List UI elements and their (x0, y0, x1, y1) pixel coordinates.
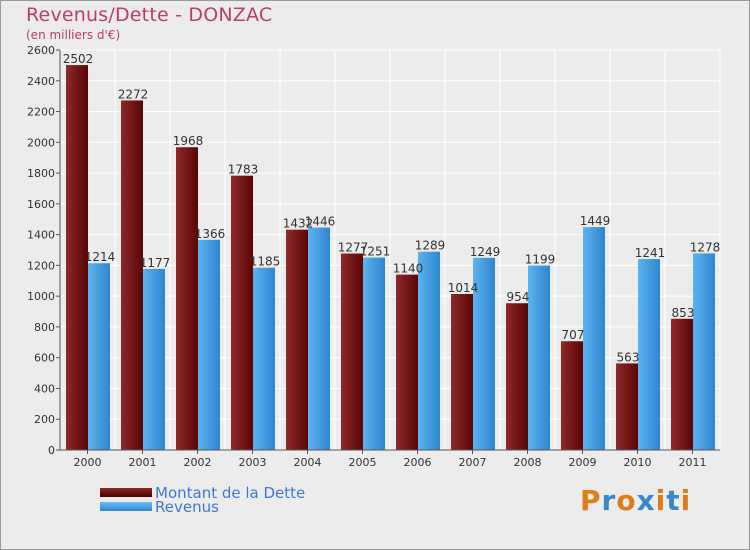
bar-revenus (253, 267, 275, 450)
logo-letter: r (601, 484, 617, 517)
x-tick-label: 2009 (569, 456, 597, 469)
data-label-revenus: 1214 (85, 250, 116, 264)
bar-debt (176, 147, 198, 450)
bar-debt (231, 175, 253, 450)
data-label-revenus: 1446 (305, 215, 336, 229)
x-tick-label: 2004 (294, 456, 322, 469)
logo-letter: i (655, 484, 667, 517)
x-tick-label: 2001 (129, 456, 157, 469)
y-tick-label: 400 (34, 382, 55, 395)
data-label-debt: 1783 (228, 163, 259, 177)
data-label-revenus: 1289 (415, 239, 446, 253)
data-label-revenus: 1251 (360, 245, 391, 259)
logo-letter: t (666, 484, 681, 517)
bar-revenus (638, 259, 660, 450)
bar-debt (671, 318, 693, 450)
x-tick-label: 2006 (404, 456, 432, 469)
x-tick-label: 2008 (514, 456, 542, 469)
x-tick-label: 2005 (349, 456, 377, 469)
data-label-debt: 1014 (448, 281, 479, 295)
bar-debt (561, 341, 583, 450)
bar-revenus (418, 251, 440, 450)
proxiti-logo: Proxiti (580, 484, 691, 517)
data-label-revenus: 1199 (525, 253, 556, 267)
data-label-revenus: 1177 (140, 256, 171, 270)
bar-revenus (473, 257, 495, 450)
y-tick-label: 600 (34, 352, 55, 365)
data-label-debt: 563 (617, 350, 640, 364)
x-tick-label: 2007 (459, 456, 487, 469)
x-tick-label: 2000 (74, 456, 102, 469)
y-tick-label: 2400 (27, 75, 55, 88)
y-tick-label: 1400 (27, 229, 55, 242)
bar-revenus (583, 227, 605, 450)
data-label-debt: 954 (507, 290, 530, 304)
chart-subtitle: (en milliers d'€) (26, 28, 121, 42)
bar-debt (451, 294, 473, 450)
bar-revenus (363, 257, 385, 450)
legend-label-debt: Montant de la Dette (155, 484, 306, 502)
data-label-debt: 2502 (63, 52, 94, 66)
y-tick-label: 2000 (27, 136, 55, 149)
bar-debt (616, 363, 638, 450)
y-tick-label: 200 (34, 413, 55, 426)
y-tick-label: 1600 (27, 198, 55, 211)
data-label-debt: 1140 (393, 262, 424, 276)
bar-revenus (308, 227, 330, 450)
y-tick-label: 800 (34, 321, 55, 334)
bar-revenus (198, 239, 220, 450)
bar-debt (286, 229, 308, 450)
data-label-debt: 1277 (338, 241, 369, 255)
x-tick-label: 2003 (239, 456, 267, 469)
bar-revenus (143, 268, 165, 450)
bar-debt (66, 65, 88, 451)
y-tick-label: 2200 (27, 106, 55, 119)
bar-debt (341, 253, 363, 450)
data-label-revenus: 1185 (250, 255, 281, 269)
legend-swatch-debt (100, 488, 152, 497)
x-tick-label: 2010 (624, 456, 652, 469)
legend-label-revenus: Revenus (155, 498, 219, 516)
bar-revenus (88, 263, 110, 450)
y-tick-label: 1200 (27, 259, 55, 272)
data-label-debt: 853 (672, 306, 695, 320)
y-tick-label: 1800 (27, 167, 55, 180)
bar-debt (396, 274, 418, 450)
y-tick-label: 0 (48, 444, 55, 457)
data-label-debt: 707 (562, 328, 585, 342)
chart-title: Revenus/Dette - DONZAC (26, 4, 273, 26)
data-label-revenus: 1278 (690, 240, 721, 254)
legend-swatch-revenus (100, 502, 152, 511)
data-label-debt: 1432 (283, 217, 314, 231)
data-label-debt: 2272 (118, 87, 149, 101)
logo-letter: o (616, 484, 637, 517)
data-label-revenus: 1449 (580, 214, 611, 228)
bar-revenus (528, 265, 550, 450)
logo-letter: i (680, 484, 692, 517)
bar-revenus (693, 253, 715, 450)
logo-letter: P (580, 484, 602, 517)
data-label-revenus: 1366 (195, 227, 226, 241)
x-tick-label: 2011 (679, 456, 707, 469)
x-tick-label: 2002 (184, 456, 212, 469)
data-label-debt: 1968 (173, 134, 204, 148)
bar-debt (121, 100, 143, 450)
bar-debt (506, 303, 528, 450)
y-tick-label: 1000 (27, 290, 55, 303)
logo-letter: x (636, 484, 656, 517)
data-label-revenus: 1249 (470, 245, 501, 259)
y-tick-label: 2600 (27, 44, 55, 57)
data-label-revenus: 1241 (635, 246, 666, 260)
